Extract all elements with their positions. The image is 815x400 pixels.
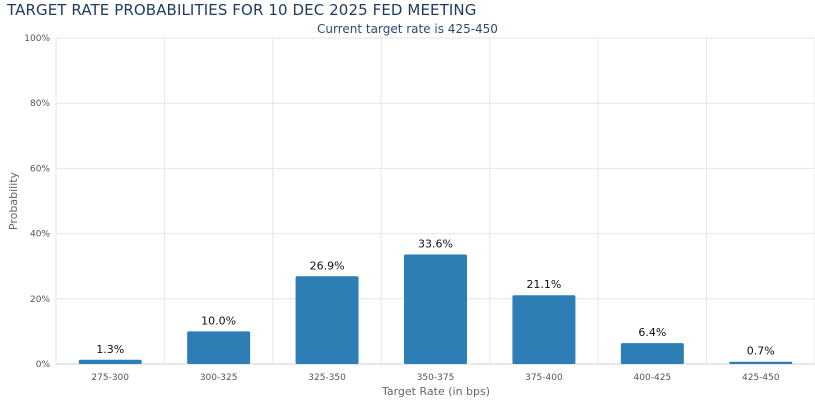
x-tick-label: 350-375: [417, 373, 455, 383]
data-labels: 1.3% 10.0% 26.9% 33.6% 21.1% 6.4% 0.7%: [96, 237, 775, 357]
x-tick-label: 275-300: [91, 373, 129, 383]
bar-275-300[interactable]: [78, 359, 142, 364]
y-tick-label: 0%: [36, 360, 51, 370]
bars: [78, 254, 793, 364]
chart-subtitle: Current target rate is 425-450: [317, 22, 498, 36]
data-label: 21.1%: [526, 278, 561, 291]
bar-325-350[interactable]: [295, 276, 359, 364]
bar-375-400[interactable]: [512, 295, 576, 364]
x-axis-ticks: 275-300 300-325 325-350 350-375 375-400 400-4…: [91, 373, 779, 383]
y-tick-label: 100%: [24, 34, 50, 44]
y-axis-ticks: 0% 20% 40% 60% 80% 100%: [24, 34, 50, 370]
bar-300-325[interactable]: [187, 331, 251, 364]
x-tick-label: 425-450: [742, 373, 780, 383]
x-tick-label: 375-400: [525, 373, 563, 383]
chart-title: TARGET RATE PROBABILITIES FOR 10 DEC 202…: [7, 1, 477, 19]
data-label: 1.3%: [96, 343, 124, 356]
data-label: 6.4%: [638, 326, 666, 339]
data-label: 33.6%: [418, 237, 453, 250]
x-tick-label: 300-325: [200, 373, 238, 383]
data-label: 26.9%: [310, 259, 345, 272]
x-tick-label: 400-425: [634, 373, 672, 383]
x-axis-title: Target Rate (in bps): [381, 385, 490, 398]
bar-350-375[interactable]: [404, 254, 467, 364]
grid-lines: [55, 37, 815, 365]
y-tick-label: 60%: [30, 164, 50, 174]
y-tick-label: 20%: [30, 295, 50, 305]
y-tick-label: 40%: [30, 230, 50, 240]
y-tick-label: 80%: [30, 99, 50, 109]
bar-425-450[interactable]: [729, 361, 793, 364]
data-label: 0.7%: [747, 345, 775, 358]
bar-400-425[interactable]: [620, 343, 684, 364]
y-axis-title: Probability: [7, 171, 20, 230]
x-tick-label: 325-350: [308, 373, 346, 383]
data-label: 10.0%: [201, 314, 236, 327]
